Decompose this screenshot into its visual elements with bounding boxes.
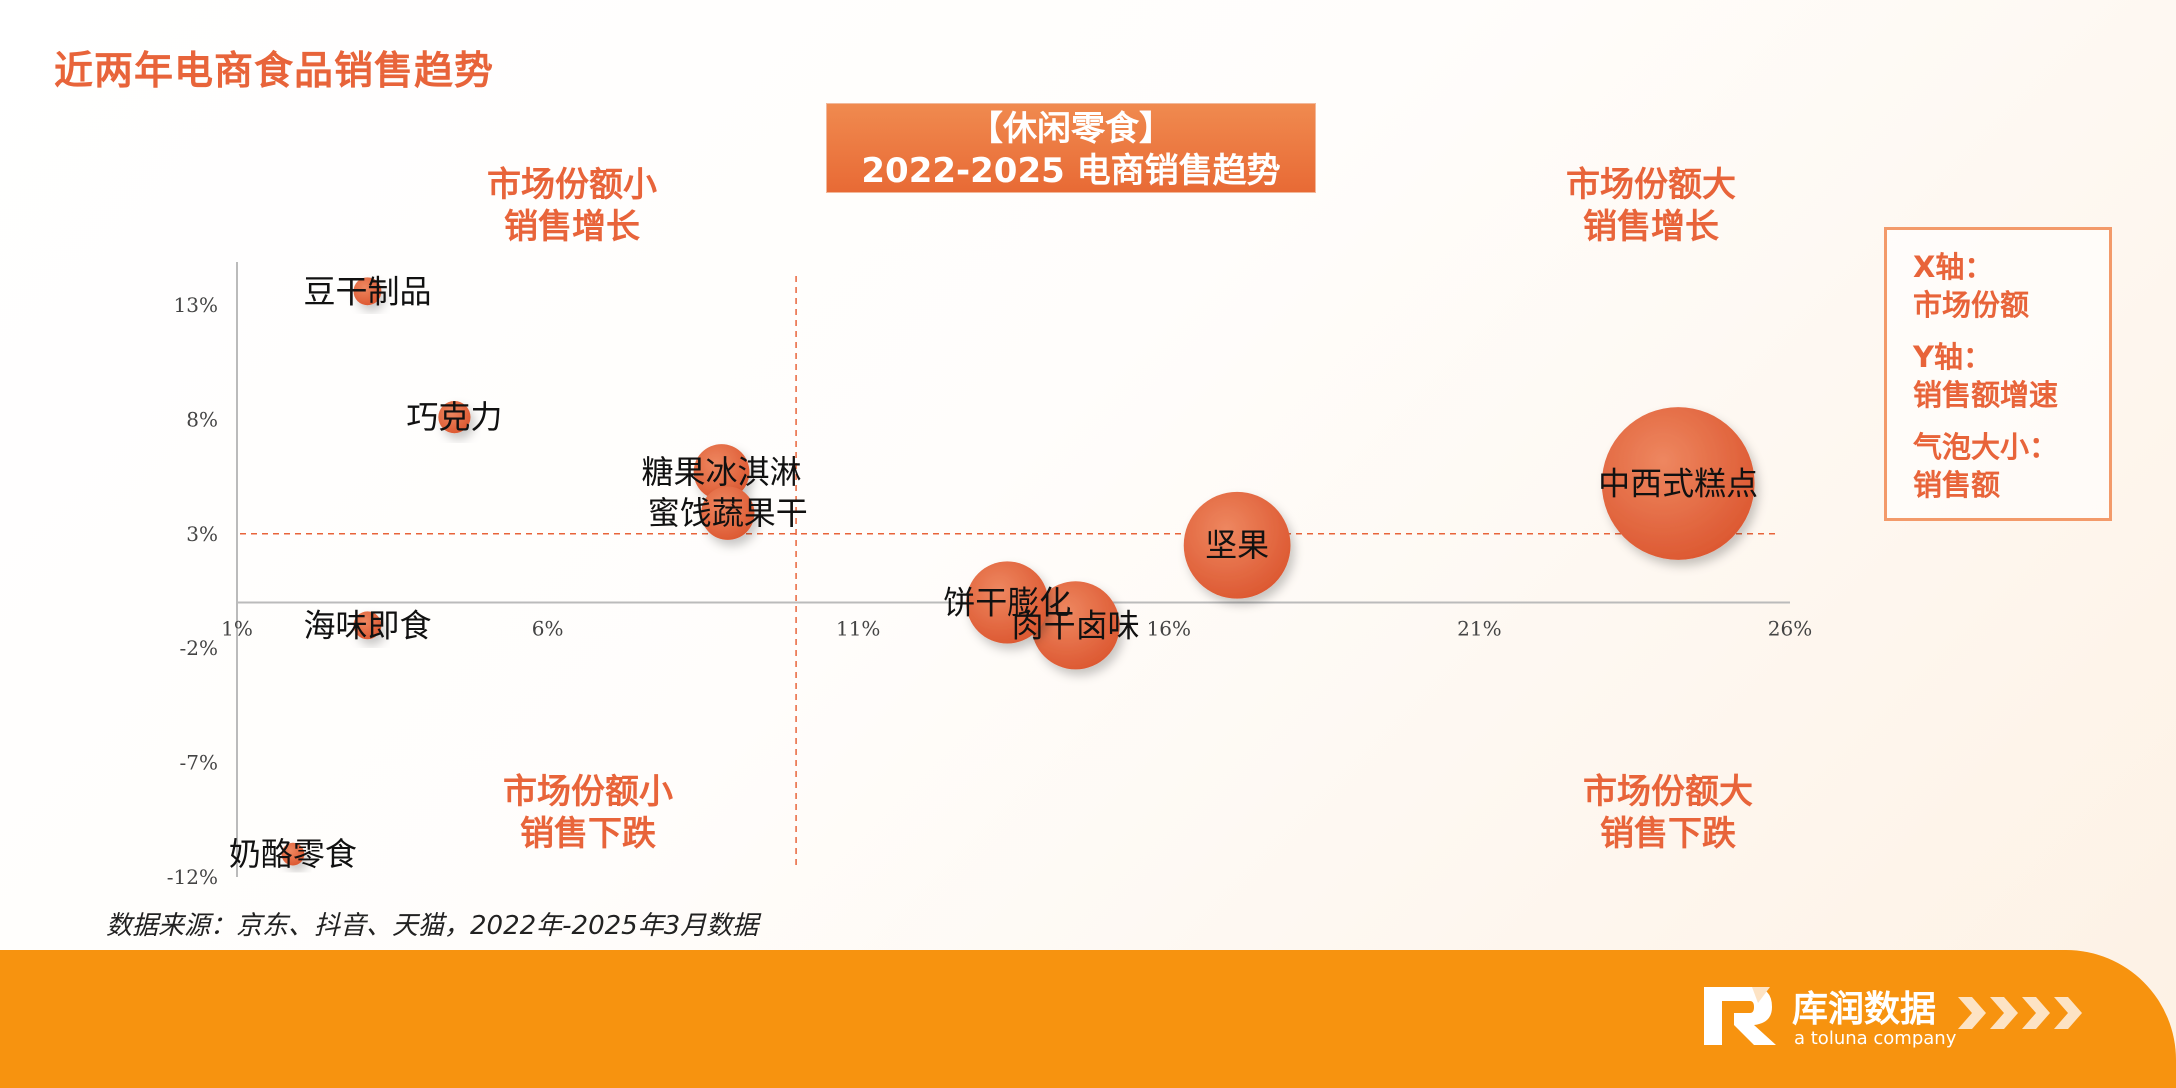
legend-y-title: Y轴： — [1913, 340, 1992, 374]
bubble-label: 糖果冰淇淋 — [642, 453, 802, 491]
chart-title-line2: 2022-2025 电商销售趋势 — [861, 151, 1281, 191]
quadrant-label-line: 销售下跌 — [1600, 814, 1736, 854]
bubble-chart: 13% 8% 3% -2% -7% -12% 1% 6% 11% 16% 21% 26% 豆干制品巧克… — [167, 262, 1812, 889]
bubble-label: 奶酪零食 — [229, 835, 357, 873]
bubble — [1601, 407, 1755, 560]
quadrant-label-line: 市场份额小 — [503, 772, 673, 812]
chevron-arrows-icon — [1958, 997, 2082, 1029]
quadrant-label-line: 市场份额大 — [1583, 772, 1753, 812]
x-tick-label: 6% — [532, 616, 564, 640]
quadrant-label-line: 销售增长 — [504, 207, 640, 247]
legend-x-desc: 市场份额 — [1913, 288, 2030, 322]
brand-tagline: a toluna company — [1794, 1028, 1957, 1049]
y-tick-label: 13% — [174, 293, 218, 317]
axis-legend-box: X轴： 市场份额 Y轴： 销售额增速 气泡大小： 销售额 — [1884, 227, 2112, 521]
bubble — [1183, 491, 1291, 599]
quadrant-label-top-right: 市场份额大 销售增长 — [1491, 164, 1811, 248]
bubble — [693, 444, 750, 500]
page-title: 近两年电商食品销售趋势 — [54, 49, 495, 94]
legend-size-desc: 销售额 — [1913, 468, 2001, 502]
x-tick-label: 26% — [1768, 616, 1812, 640]
bubble-label: 蜜饯蔬果干 — [648, 494, 808, 532]
legend-y: Y轴： 销售额增速 — [1913, 338, 2109, 414]
bubble — [353, 611, 382, 640]
quadrant-label-bottom-right: 市场份额大 销售下跌 — [1508, 771, 1828, 855]
bubble-label: 豆干制品 — [303, 272, 431, 310]
x-tick-label: 1% — [221, 616, 253, 640]
footer-bar — [0, 950, 2176, 1088]
legend-size: 气泡大小： 销售额 — [1913, 428, 2109, 504]
bubble — [701, 486, 755, 540]
bubble-label: 坚果 — [1205, 526, 1269, 564]
y-tick-label: -12% — [167, 865, 218, 889]
quadrant-label-line: 销售增长 — [1583, 207, 1719, 247]
y-tick-label: 8% — [186, 407, 218, 431]
y-tick-label: -2% — [180, 636, 219, 660]
chart-title-box: 【休闲零食】 2022-2025 电商销售趋势 — [826, 103, 1316, 193]
legend-size-title: 气泡大小： — [1913, 430, 2059, 464]
bubble-label: 中西式糕点 — [1598, 464, 1758, 502]
bubble — [1031, 581, 1120, 670]
quadrant-label-top-left: 市场份额小 销售增长 — [412, 164, 732, 248]
brand-logo-icon — [1704, 987, 1776, 1045]
y-tick-label: 3% — [186, 522, 218, 546]
bubble-label: 巧克力 — [406, 398, 502, 436]
quadrant-label-line: 市场份额小 — [487, 165, 657, 205]
quadrant-label-line: 市场份额大 — [1566, 165, 1736, 205]
legend-x-title: X轴： — [1913, 250, 1994, 284]
bubble — [281, 842, 305, 866]
bubble-label: 海味即食 — [303, 606, 431, 644]
quadrant-label-line: 销售下跌 — [520, 814, 656, 854]
data-source-note: 数据来源：京东、抖音、天猫，2022年-2025年3月数据 — [106, 911, 759, 941]
y-tick-label: -7% — [180, 751, 219, 775]
legend-y-desc: 销售额增速 — [1913, 378, 2059, 412]
chart-title-line1: 【休闲零食】 — [969, 109, 1173, 149]
quadrant-label-bottom-left: 市场份额小 销售下跌 — [428, 771, 748, 855]
x-tick-label: 11% — [836, 616, 880, 640]
bubble-label: 肉干卤味 — [1012, 606, 1140, 644]
bubble — [438, 401, 471, 434]
x-tick-label: 21% — [1457, 616, 1501, 640]
bubble — [966, 561, 1049, 644]
x-tick-label: 16% — [1147, 616, 1191, 640]
legend-x: X轴： 市场份额 — [1913, 248, 2109, 324]
bubble — [353, 277, 382, 306]
brand-name: 库润数据 — [1792, 989, 1937, 1030]
bubble-label: 饼干膨化 — [943, 583, 1071, 621]
